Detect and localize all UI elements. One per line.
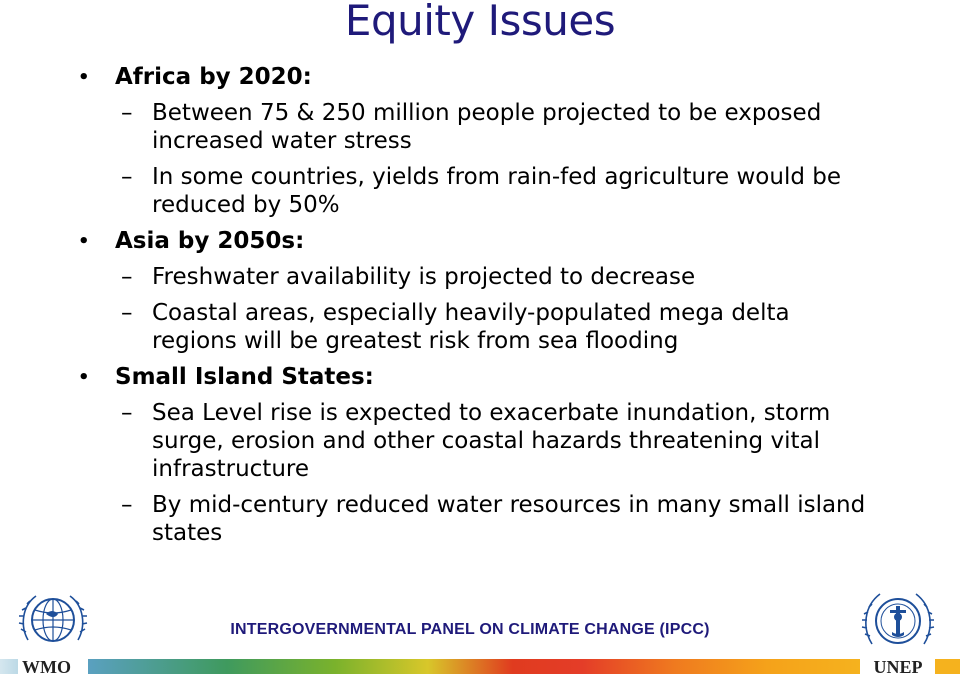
- sub-bullet-text: Sea Level rise is expected to exacerbate…: [152, 400, 831, 482]
- unep-logo-label: UNEP: [873, 657, 923, 677]
- sub-bullet-text: In some countries, yields from rain-fed …: [152, 164, 842, 218]
- sub-bullet-text: Between 75 & 250 million people projecte…: [152, 100, 822, 154]
- footer-gradient-bar: [88, 659, 860, 674]
- dash-icon: –: [121, 300, 133, 326]
- unep-laurel-emblem-icon: [861, 593, 935, 645]
- sub-bullet-text: Freshwater availability is projected to …: [152, 264, 696, 290]
- section-heading: • Africa by 2020:: [78, 63, 938, 99]
- wmo-globe-emblem-icon: [18, 595, 88, 642]
- bullet-list: • Africa by 2020: – Between 75 & 250 mil…: [78, 63, 938, 555]
- section-small-island-states: • Small Island States: – Sea Level rise …: [78, 363, 938, 547]
- sub-bullet: – In some countries, yields from rain-fe…: [78, 163, 872, 219]
- section-heading: • Asia by 2050s:: [78, 227, 938, 263]
- dash-icon: –: [121, 492, 133, 518]
- sub-bullet: – Between 75 & 250 million people projec…: [78, 99, 872, 155]
- dash-icon: –: [121, 164, 133, 190]
- heading-text: Small Island States:: [115, 364, 374, 390]
- sub-bullet: – Sea Level rise is expected to exacerba…: [78, 399, 872, 483]
- section-heading: • Small Island States:: [78, 363, 938, 399]
- slide-title: Equity Issues: [344, 0, 616, 45]
- dash-icon: –: [121, 400, 133, 426]
- bullet-icon: •: [78, 67, 90, 88]
- sub-bullet: – Coastal areas, especially heavily-popu…: [78, 299, 872, 355]
- footer-bar-right: [935, 659, 960, 674]
- wmo-logo-label: WMO: [22, 657, 71, 677]
- heading-text: Africa by 2020:: [115, 64, 312, 90]
- bullet-icon: •: [78, 367, 90, 388]
- dash-icon: –: [121, 100, 133, 126]
- bullet-icon: •: [78, 231, 90, 252]
- unep-logo: UNEP: [858, 588, 938, 678]
- sub-bullet-text: By mid-century reduced water resources i…: [152, 492, 866, 546]
- sub-bullet: – Freshwater availability is projected t…: [78, 263, 872, 291]
- wmo-logo: WMO: [18, 588, 90, 678]
- sub-bullet-text: Coastal areas, especially heavily-popula…: [152, 300, 790, 354]
- dash-icon: –: [121, 264, 133, 290]
- sub-bullet: – By mid-century reduced water resources…: [78, 491, 872, 547]
- section-africa: • Africa by 2020: – Between 75 & 250 mil…: [78, 63, 938, 219]
- footer-bar-left: [0, 659, 18, 674]
- footer-organization-text: INTERGOVERNMENTAL PANEL ON CLIMATE CHANG…: [230, 621, 710, 638]
- section-asia: • Asia by 2050s: – Freshwater availabili…: [78, 227, 938, 355]
- heading-text: Asia by 2050s:: [115, 228, 305, 254]
